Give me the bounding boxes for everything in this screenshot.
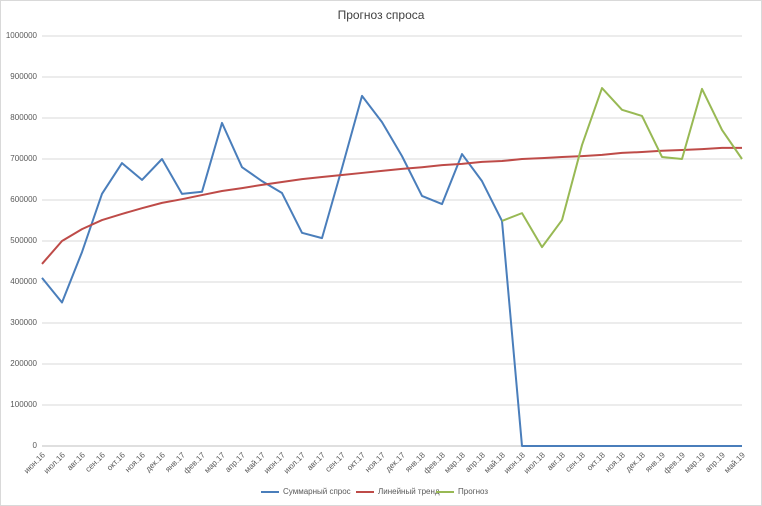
- chart-title: Прогноз спроса: [338, 8, 425, 22]
- y-tick-label: 800000: [10, 113, 37, 122]
- y-tick-label: 600000: [10, 195, 37, 204]
- legend-label: Суммарный спрос: [283, 487, 351, 496]
- y-tick-label: 200000: [10, 359, 37, 368]
- y-tick-label: 900000: [10, 72, 37, 81]
- series-line: [41, 94, 742, 447]
- series-line: [501, 87, 743, 249]
- y-tick-label: 400000: [10, 277, 37, 286]
- y-tick-label: 100000: [10, 400, 37, 409]
- series-line: [41, 146, 742, 265]
- legend-label: Линейный тренд: [378, 487, 440, 496]
- y-tick-label: 300000: [10, 318, 37, 327]
- legend-label: Прогноз: [458, 487, 488, 496]
- y-tick-label: 700000: [10, 154, 37, 163]
- y-tick-label: 1000000: [6, 31, 38, 40]
- y-tick-label: 500000: [10, 236, 37, 245]
- y-tick-label: 0: [33, 441, 38, 450]
